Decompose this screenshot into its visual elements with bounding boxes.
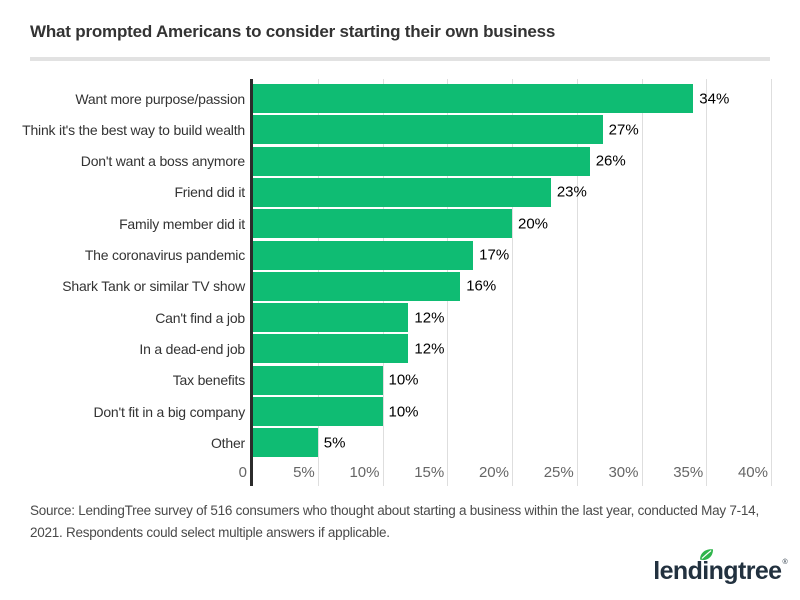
category-label: Don't fit in a big company (93, 403, 245, 420)
category-label: In a dead-end job (139, 340, 245, 357)
gridline-30 (641, 79, 643, 486)
x-tick-label: 25% (543, 464, 574, 481)
category-label: Can't find a job (155, 309, 245, 326)
y-axis-line (250, 79, 253, 486)
bar (253, 240, 474, 270)
logo-trademark: ® (782, 559, 787, 566)
leaf-icon (700, 549, 714, 561)
bar (253, 146, 590, 176)
title-divider (30, 57, 770, 61)
logo-text-lend: lend (653, 557, 703, 585)
bar (253, 428, 318, 458)
gridline-25 (576, 79, 578, 486)
bar (253, 365, 383, 395)
source-note: Source: LendingTree survey of 516 consum… (30, 500, 759, 544)
category-label: Tax benefits (172, 372, 246, 389)
bar (253, 303, 409, 333)
x-tick-label: 20% (478, 464, 509, 481)
gridline-35 (706, 79, 708, 486)
x-tick-label: 10% (349, 464, 380, 481)
category-label: Want more purpose/passion (75, 90, 245, 107)
source-line-1: Source: LendingTree survey of 516 consum… (30, 503, 759, 518)
bar (253, 334, 409, 364)
bar-value-label: 10% (388, 403, 419, 420)
category-label: Other (210, 434, 245, 451)
bar-value-label: 10% (388, 371, 419, 389)
chart-title: What prompted Americans to consider star… (30, 22, 556, 41)
gridline-40 (771, 79, 772, 486)
bar (253, 271, 461, 301)
bar-value-label: 23% (556, 183, 587, 201)
bar-value-label: 5% (323, 434, 346, 452)
bar-value-label: 12% (414, 340, 445, 358)
bar-value-label: 26% (595, 152, 626, 170)
bar (253, 209, 512, 239)
x-tick-label: 30% (608, 464, 639, 481)
logo-letter-i: i (700, 549, 714, 586)
source-line-2: 2021. Respondents could select multiple … (30, 525, 390, 540)
bar-value-label: 16% (466, 277, 497, 295)
bar-value-label: 27% (608, 121, 639, 139)
bar-value-label: 34% (699, 90, 730, 107)
bar (253, 177, 551, 207)
x-tick-label: 35% (673, 464, 704, 481)
bar (253, 397, 383, 426)
x-tick-label: 40% (737, 464, 768, 481)
x-tick-label: 0 (238, 464, 247, 481)
logo-text-ngtree: ngtree (708, 557, 782, 585)
bar-value-label: 17% (479, 246, 510, 264)
category-label: The coronavirus pandemic (84, 247, 245, 263)
category-label: Think it's the best way to build wealth (22, 121, 245, 138)
gridline-20 (512, 79, 513, 486)
category-label: Family member did it (119, 215, 245, 232)
bar (253, 84, 694, 113)
category-label: Friend did it (174, 184, 245, 201)
category-label: Don't want a boss anymore (80, 153, 245, 170)
bar-value-label: 12% (414, 309, 445, 327)
lendingtree-logo: lendi ngtree® (653, 549, 788, 586)
x-tick-label: 5% (293, 464, 315, 481)
bar (253, 115, 603, 145)
category-label: Shark Tank or similar TV show (62, 278, 245, 295)
x-tick-label: 15% (414, 464, 445, 481)
bar-value-label: 20% (518, 215, 549, 233)
